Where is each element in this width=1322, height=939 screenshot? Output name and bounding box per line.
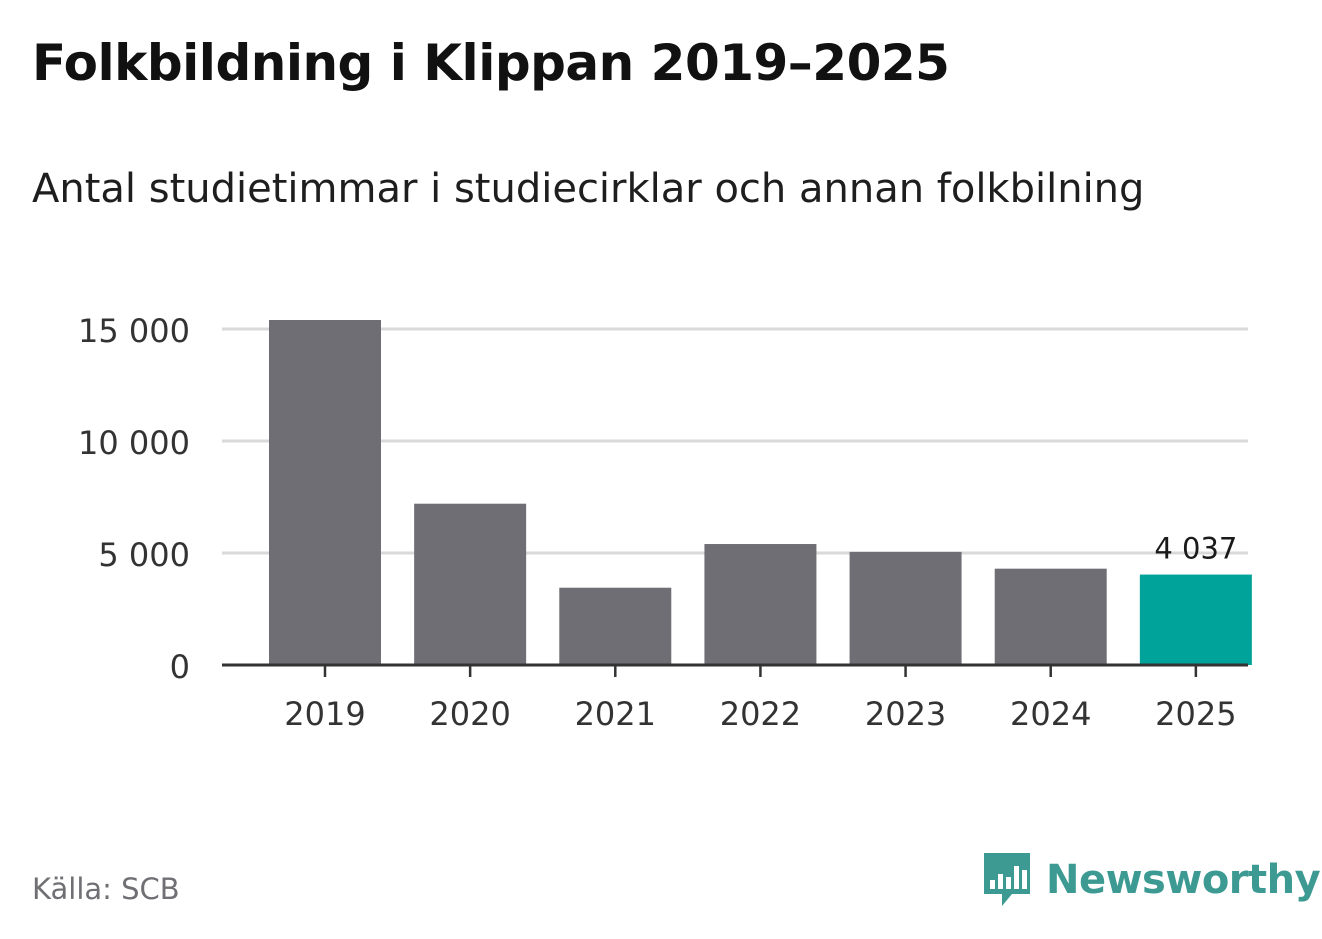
x-tick-label: 2023 [865, 695, 946, 733]
newsworthy-logo-icon [984, 853, 1030, 906]
x-tick-label: 2024 [1010, 695, 1091, 733]
labels: 0 5 000 10 000 15 000 2019 2020 2021 2022 2023 20… [78, 312, 1248, 733]
bar-2023 [849, 551, 962, 665]
data-label: 4 037 [1154, 532, 1237, 566]
x-tick-label: 2020 [429, 695, 510, 733]
bar-2022 [704, 544, 817, 665]
bar-2025 [1139, 574, 1252, 665]
bar-2024 [994, 568, 1107, 665]
y-tick-label: 0 [170, 648, 190, 686]
source-note: Källa: SCB [32, 872, 180, 906]
bar-2020 [414, 503, 527, 665]
x-tick-label: 2025 [1155, 695, 1236, 733]
brand-logo[interactable]: Newsworthy [982, 850, 1321, 910]
chart-subtitle: Antal studietimmar i studiecirklar och a… [32, 166, 1145, 212]
x-tick-label: 2022 [720, 695, 801, 733]
x-tick-label: 2021 [575, 695, 656, 733]
chart-title: Folkbildning i Klippan 2019–2025 [32, 34, 950, 92]
bars [269, 320, 1252, 665]
y-tick-label: 15 000 [78, 312, 190, 350]
bar-2021 [559, 587, 672, 665]
y-tick-label: 10 000 [78, 424, 190, 462]
y-tick-label: 5 000 [98, 536, 190, 574]
x-tick-label: 2019 [284, 695, 365, 733]
brand-name: Newsworthy [1046, 857, 1321, 903]
bar-2019 [269, 320, 381, 665]
bar-chart: 0 5 000 10 000 15 000 2019 2020 2021 2022 2023 20… [78, 312, 1252, 733]
